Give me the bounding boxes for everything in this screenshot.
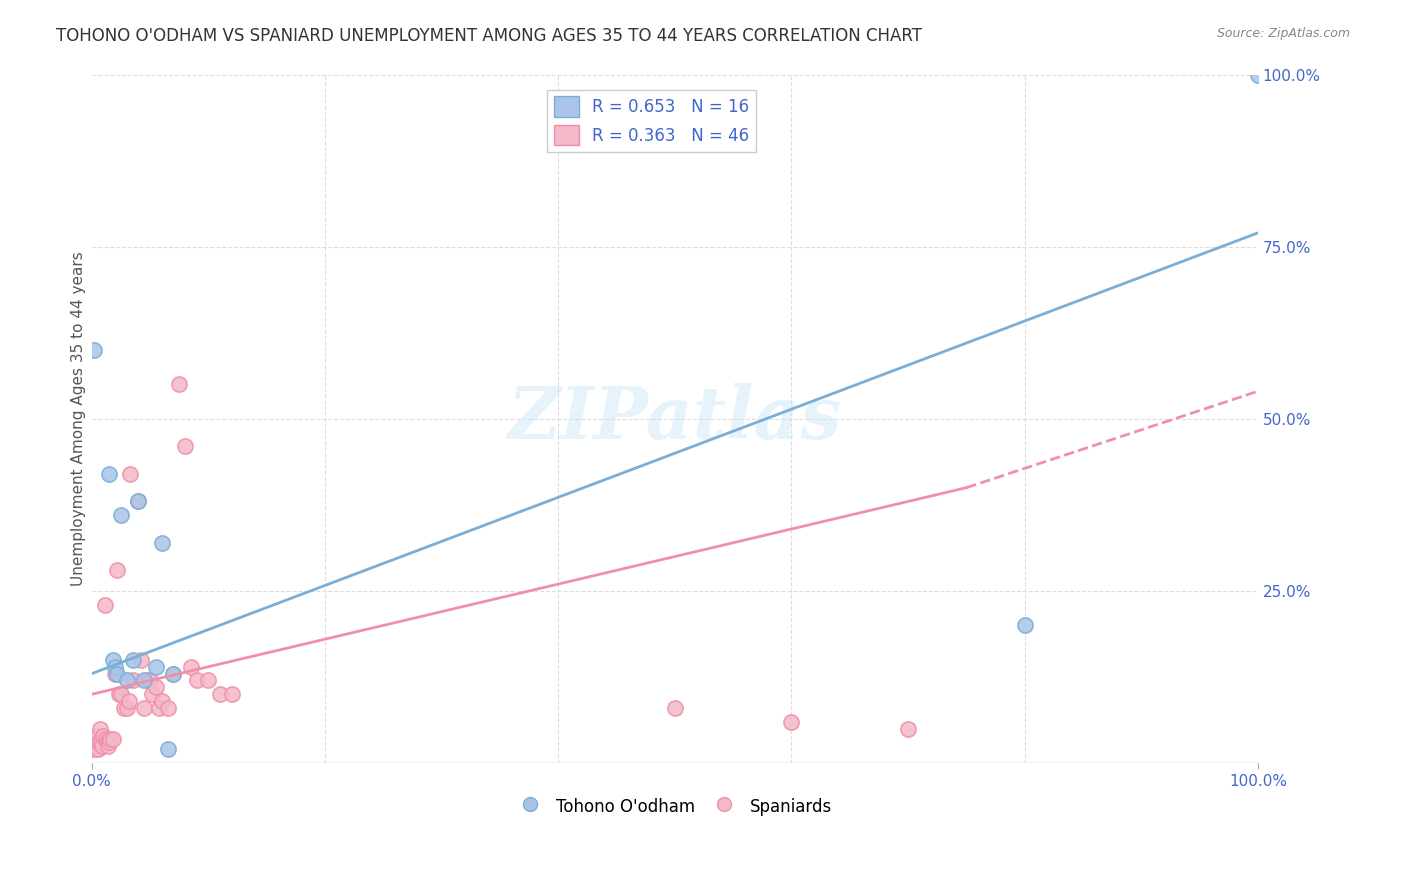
Point — [145, 681, 167, 695]
Point — [180, 659, 202, 673]
Point — [101, 653, 124, 667]
Point — [145, 659, 167, 673]
Point — [93, 729, 115, 743]
Point — [93, 598, 115, 612]
Point — [107, 666, 129, 681]
Point — [84, 735, 107, 749]
Point — [141, 687, 163, 701]
Point — [127, 494, 149, 508]
Point — [134, 701, 156, 715]
Point — [115, 673, 138, 688]
Point — [1014, 618, 1036, 632]
Point — [94, 732, 117, 747]
Point — [104, 666, 127, 681]
Point — [136, 673, 159, 688]
Point — [114, 701, 136, 715]
Point — [96, 735, 118, 749]
Point — [115, 701, 138, 715]
Point — [101, 732, 124, 747]
Point — [100, 732, 122, 747]
Point — [162, 666, 184, 681]
Point — [221, 687, 243, 701]
Legend: Tohono O'odham, Spaniards: Tohono O'odham, Spaniards — [510, 790, 839, 823]
Point — [162, 666, 184, 681]
Text: ZIPatlas: ZIPatlas — [508, 384, 842, 454]
Point — [107, 563, 129, 577]
Point — [86, 742, 108, 756]
Point — [89, 722, 111, 736]
Point — [150, 535, 173, 549]
Point — [120, 467, 142, 481]
Text: TOHONO O'ODHAM VS SPANIARD UNEMPLOYMENT AMONG AGES 35 TO 44 YEARS CORRELATION CH: TOHONO O'ODHAM VS SPANIARD UNEMPLOYMENT … — [56, 27, 922, 45]
Point — [83, 742, 105, 756]
Point — [174, 439, 197, 453]
Point — [139, 673, 162, 688]
Point — [110, 508, 132, 523]
Point — [134, 673, 156, 688]
Point — [129, 653, 152, 667]
Point — [107, 687, 129, 701]
Point — [110, 687, 132, 701]
Point — [156, 701, 179, 715]
Text: Source: ZipAtlas.com: Source: ZipAtlas.com — [1216, 27, 1350, 40]
Point — [98, 467, 121, 481]
Point — [897, 722, 920, 736]
Point — [1247, 68, 1270, 82]
Point — [121, 673, 143, 688]
Point — [91, 739, 114, 753]
Point — [186, 673, 208, 688]
Point — [97, 739, 120, 753]
Point — [150, 694, 173, 708]
Point — [167, 377, 190, 392]
Point — [90, 735, 112, 749]
Point — [664, 701, 686, 715]
Point — [197, 673, 219, 688]
Point — [780, 714, 803, 729]
Point — [87, 735, 110, 749]
Point — [104, 659, 127, 673]
Point — [83, 343, 105, 357]
Point — [86, 729, 108, 743]
Point — [148, 701, 170, 715]
Point — [127, 494, 149, 508]
Point — [118, 694, 141, 708]
Point — [209, 687, 232, 701]
Point — [156, 742, 179, 756]
Y-axis label: Unemployment Among Ages 35 to 44 years: Unemployment Among Ages 35 to 44 years — [72, 252, 86, 586]
Point — [121, 653, 143, 667]
Point — [98, 735, 121, 749]
